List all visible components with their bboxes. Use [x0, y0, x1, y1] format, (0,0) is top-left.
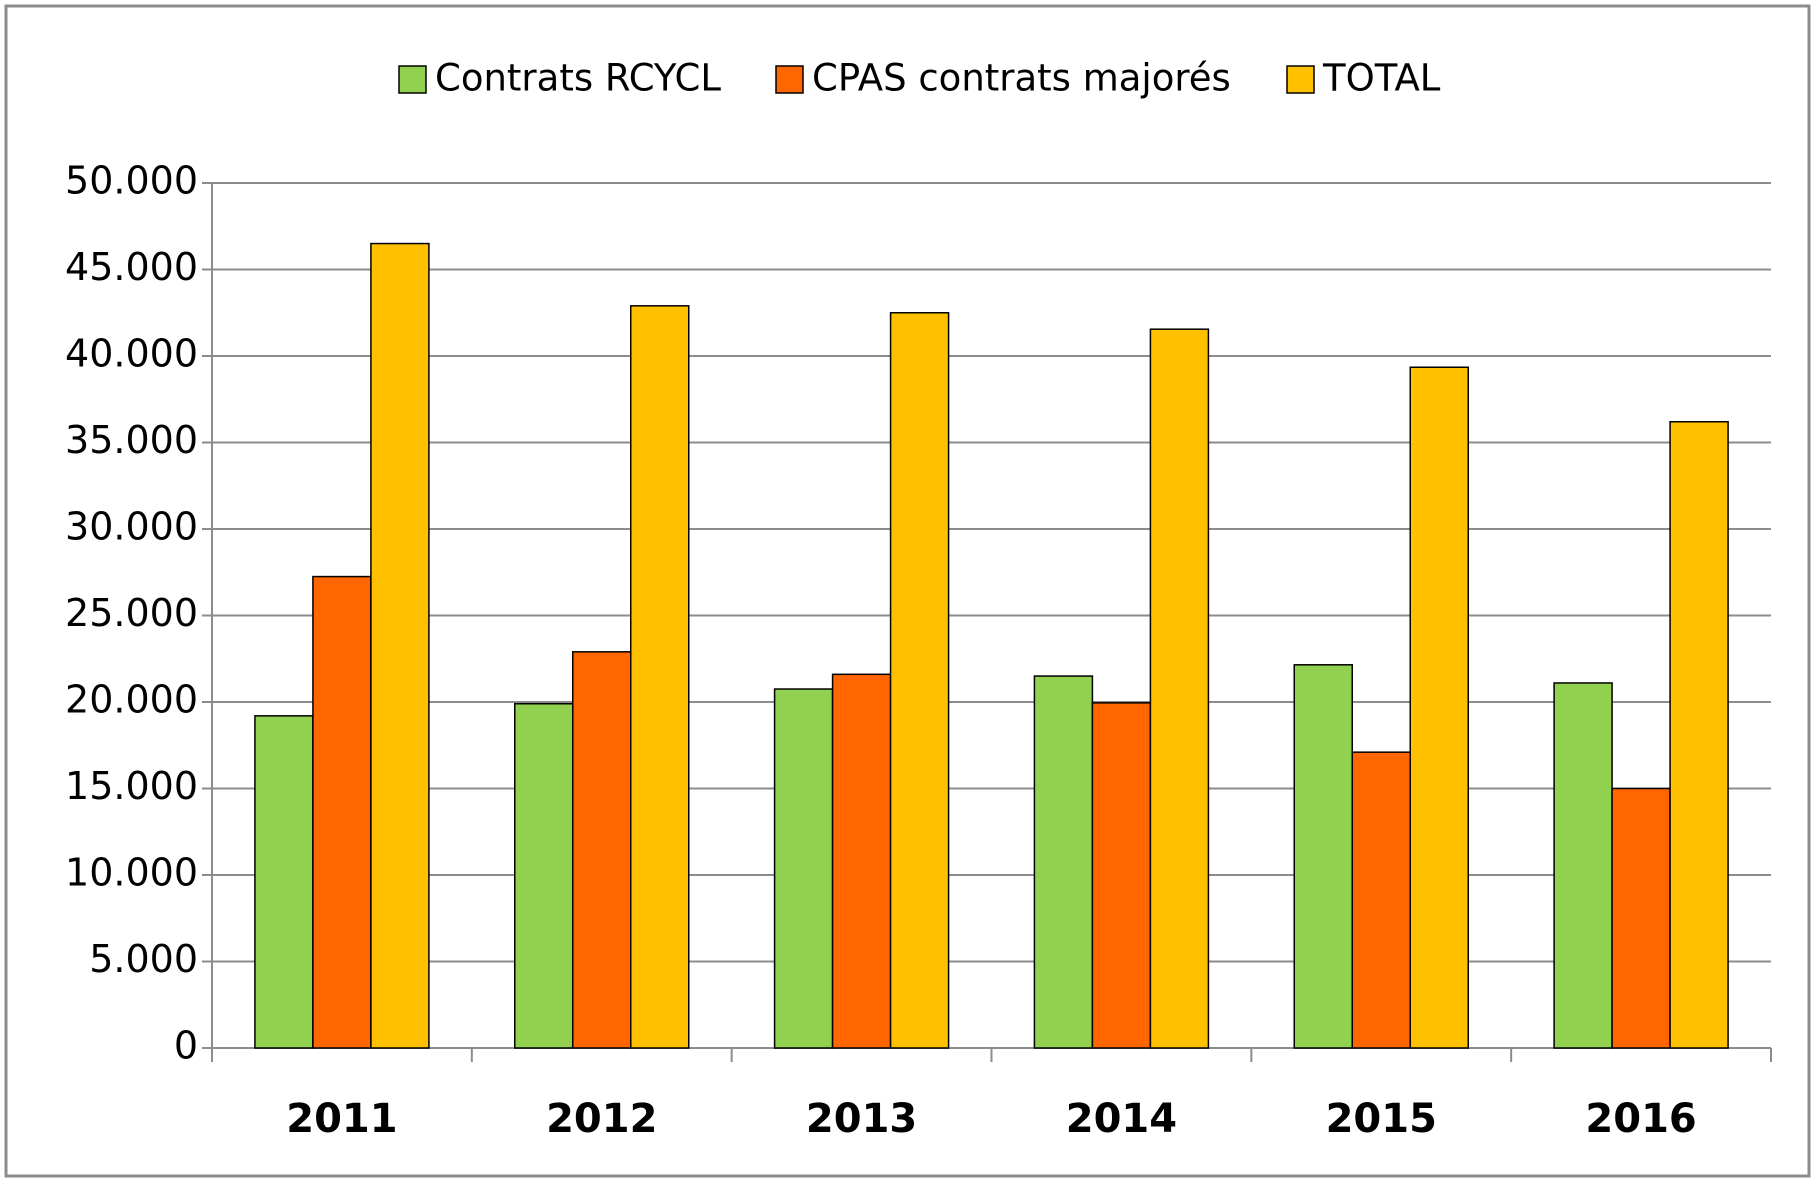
bar [1033, 675, 1094, 1049]
bar [1611, 787, 1671, 1049]
y-tick-label: 35.000 [65, 418, 198, 462]
legend-swatch [398, 65, 427, 94]
bar [831, 673, 892, 1049]
y-tick-label: 0 [174, 1024, 198, 1068]
legend-label: CPAS contrats majorés [812, 57, 1231, 100]
bar [1351, 751, 1411, 1049]
x-tick-label: 2015 [1326, 1096, 1437, 1142]
bar [370, 242, 430, 1049]
x-tick-label: 2016 [1585, 1096, 1696, 1142]
x-tick-label: 2014 [1066, 1096, 1177, 1142]
legend-swatch [1286, 65, 1315, 94]
bar [1409, 366, 1469, 1049]
y-tick-label: 20.000 [65, 678, 198, 722]
bar [514, 702, 574, 1049]
y-tick-label: 15.000 [65, 764, 198, 808]
y-tick-label: 25.000 [65, 591, 198, 635]
y-tick-label: 45.000 [65, 245, 198, 289]
bar [889, 312, 950, 1049]
x-tick-label: 2013 [806, 1096, 917, 1142]
legend-swatch [775, 65, 804, 94]
bar [1091, 702, 1152, 1049]
bar [312, 575, 372, 1049]
bar [1293, 664, 1353, 1049]
legend-label: Contrats RCYCL [435, 57, 721, 100]
y-tick-label: 30.000 [65, 505, 198, 549]
bar [1553, 682, 1613, 1049]
bar [773, 688, 834, 1049]
legend-label: TOTAL [1322, 57, 1441, 100]
bar [572, 651, 632, 1049]
x-tick-label: 2011 [286, 1096, 397, 1142]
x-tick-label: 2012 [546, 1096, 657, 1142]
bar [630, 305, 690, 1049]
y-tick-label: 10.000 [65, 851, 198, 895]
bar [1669, 420, 1729, 1049]
y-tick-label: 50.000 [65, 159, 198, 203]
bar [254, 715, 314, 1049]
y-tick-label: 5.000 [89, 937, 198, 981]
y-tick-label: 40.000 [65, 332, 198, 376]
bar [1149, 328, 1210, 1049]
